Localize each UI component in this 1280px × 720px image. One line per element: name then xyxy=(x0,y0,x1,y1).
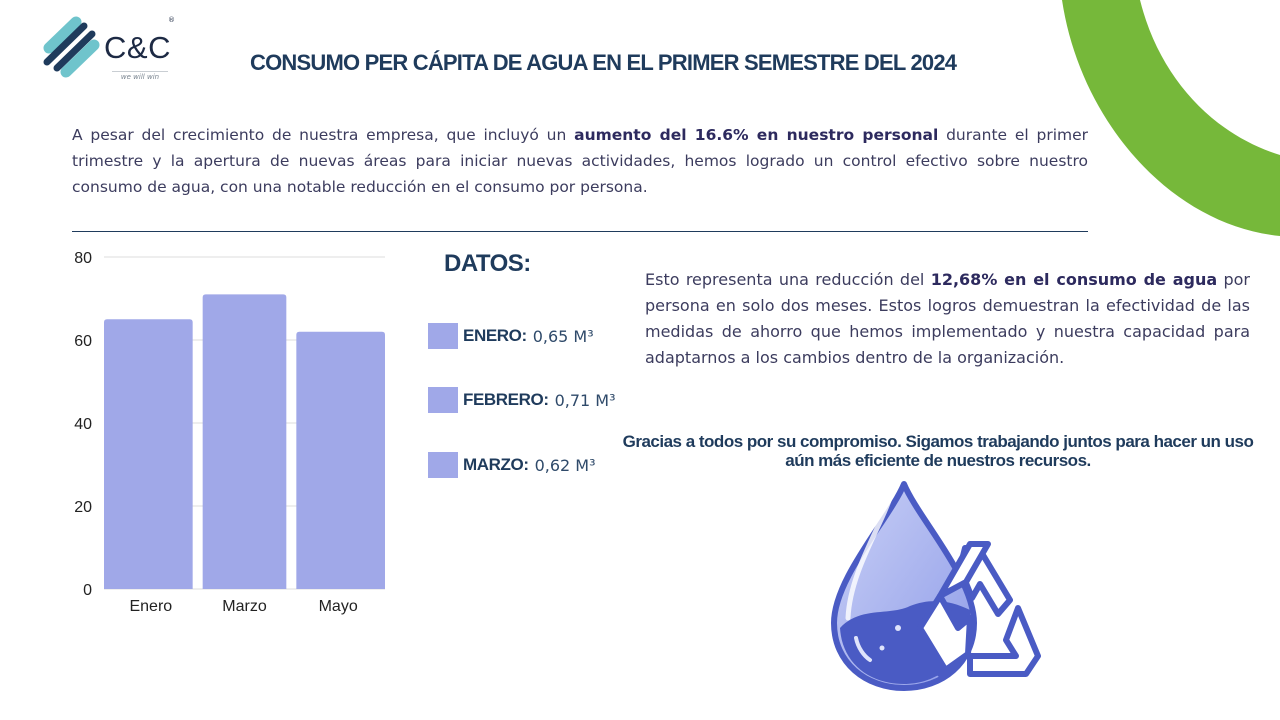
water-drop-recycle-icon xyxy=(831,481,1041,691)
legend-item-marzo: MARZO: 0,62 M³ xyxy=(428,452,596,478)
legend-swatch xyxy=(428,387,458,413)
legend-label: ENERO: xyxy=(463,326,527,345)
y-tick-label: 60 xyxy=(74,333,92,350)
y-tick-label: 0 xyxy=(83,582,92,599)
x-tick-label: Marzo xyxy=(222,598,267,615)
thanks-message: Gracias a todos por su compromiso. Sigam… xyxy=(622,432,1254,470)
datos-title: DATOS: xyxy=(444,250,531,277)
x-tick-label: Mayo xyxy=(319,598,358,615)
bar-chart: 0 20 40 60 80 Enero Marzo Mayo xyxy=(74,250,385,615)
legend-value: 0,62 M³ xyxy=(534,455,596,475)
legend-value: 0,65 M³ xyxy=(532,326,594,346)
logo-tagline: we will win xyxy=(112,71,168,81)
intro-text-end: durante el primer trimestre y la apertur… xyxy=(72,126,1089,196)
intro-text-start: A pesar del crecimiento de nuestra empre… xyxy=(72,126,575,144)
intro-highlight: aumento del 16.6% en nuestro personal xyxy=(574,126,939,144)
legend-value: 0,71 M³ xyxy=(554,390,616,410)
legend-item-febrero: FEBRERO: 0,71 M³ xyxy=(428,387,616,413)
summary-highlight: 12,68% en el consumo de agua xyxy=(930,270,1218,289)
summary-text-end: por persona en solo dos meses. Estos log… xyxy=(645,270,1251,367)
bar-marzo xyxy=(202,294,287,589)
legend-swatch xyxy=(428,323,458,349)
legend-label: MARZO: xyxy=(463,455,529,474)
bar-enero xyxy=(104,319,193,589)
summary-paragraph: Esto representa una reducción del 12,68%… xyxy=(645,267,1250,371)
stripes-logo-icon xyxy=(43,16,100,78)
legend-item-enero: ENERO: 0,65 M³ xyxy=(428,323,594,349)
section-divider xyxy=(72,231,1088,232)
company-logo: ® xyxy=(40,14,190,86)
y-tick-label: 40 xyxy=(74,416,92,433)
y-tick-label: 80 xyxy=(74,250,92,267)
bar-mayo xyxy=(296,331,385,589)
intro-paragraph: A pesar del crecimiento de nuestra empre… xyxy=(72,122,1088,200)
logo-name: C&C xyxy=(104,30,171,65)
summary-text-start: Esto representa una reducción del xyxy=(645,270,931,289)
page-title: CONSUMO PER CÁPITA DE AGUA EN EL PRIMER … xyxy=(250,50,957,75)
logo-registered-mark: ® xyxy=(168,16,175,24)
y-tick-label: 20 xyxy=(74,499,92,516)
legend-swatch xyxy=(428,452,458,478)
x-tick-label: Enero xyxy=(129,598,172,615)
legend-label: FEBRERO: xyxy=(463,390,549,409)
green-arc-shape xyxy=(1062,0,1280,236)
